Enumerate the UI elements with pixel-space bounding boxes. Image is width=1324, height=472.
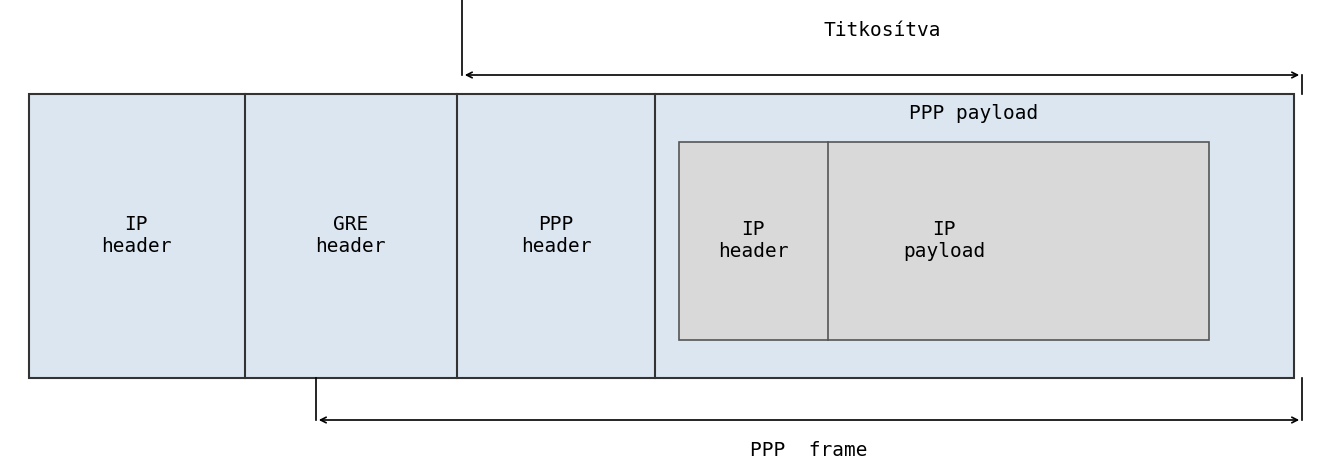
Text: IP
header: IP header	[101, 216, 172, 256]
Text: PPP
header: PPP header	[520, 216, 592, 256]
Bar	[679, 142, 1209, 340]
Text: Titkosítva: Titkosítva	[824, 20, 941, 40]
Text: IP
header: IP header	[718, 220, 789, 261]
Text: GRE
header: GRE header	[315, 216, 387, 256]
Text: IP
payload: IP payload	[903, 220, 985, 261]
Bar	[29, 94, 1294, 378]
Text: PPP  frame: PPP frame	[751, 440, 867, 460]
Text: PPP payload: PPP payload	[908, 104, 1038, 123]
